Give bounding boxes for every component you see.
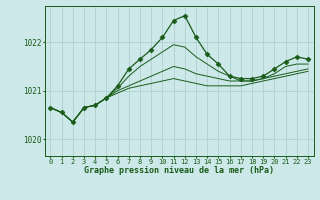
X-axis label: Graphe pression niveau de la mer (hPa): Graphe pression niveau de la mer (hPa) — [84, 166, 274, 175]
